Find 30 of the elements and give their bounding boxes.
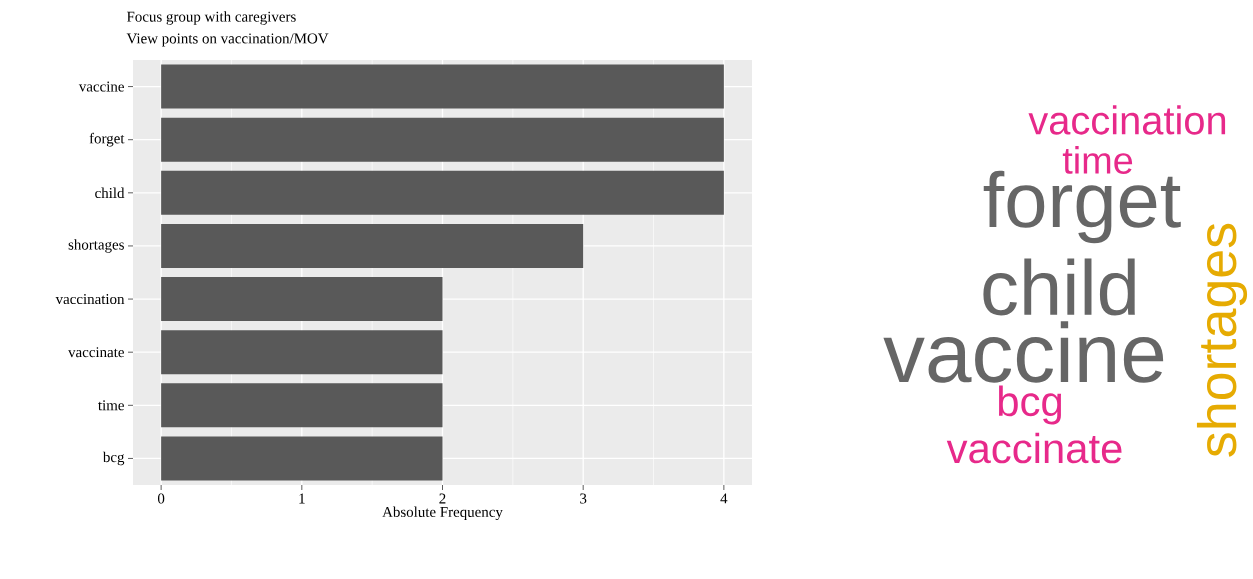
x-tick-label: 3 <box>580 493 587 504</box>
text: shortages <box>1196 223 1248 457</box>
text: vaccine <box>883 321 1164 383</box>
y-tick-label: child <box>95 187 125 199</box>
x-tick-label: 2 <box>439 493 446 504</box>
y-tick-label: vaccine <box>78 81 124 92</box>
x-tick-label: 4 <box>720 493 728 504</box>
y-tick-label: shortages <box>68 239 124 253</box>
text: vaccinate <box>946 432 1122 464</box>
y-tick-label: time <box>98 400 124 411</box>
text: child <box>983 258 1135 316</box>
text: bcg <box>998 385 1062 425</box>
bar <box>161 117 724 162</box>
bar <box>161 223 584 268</box>
chart-title: Focus group with caregivers <box>126 11 296 25</box>
bar <box>161 64 724 109</box>
bar <box>161 170 724 215</box>
y-tick-label: vaccination <box>55 294 125 305</box>
bar <box>161 436 443 481</box>
x-tick-label: 1 <box>299 493 305 504</box>
x-axis-title: Absolute Frequency <box>382 506 503 521</box>
chart-subtitle: View points on vaccination/MOV <box>126 33 329 47</box>
text: vaccination <box>1028 105 1226 135</box>
y-tick-label: bcg <box>102 451 125 466</box>
x-tick-label: 0 <box>157 493 165 504</box>
y-tick-label: vaccinate <box>68 347 124 358</box>
bar <box>161 383 443 428</box>
bar <box>161 277 443 322</box>
bar <box>161 330 443 375</box>
y-tick-label: forget <box>89 132 125 147</box>
